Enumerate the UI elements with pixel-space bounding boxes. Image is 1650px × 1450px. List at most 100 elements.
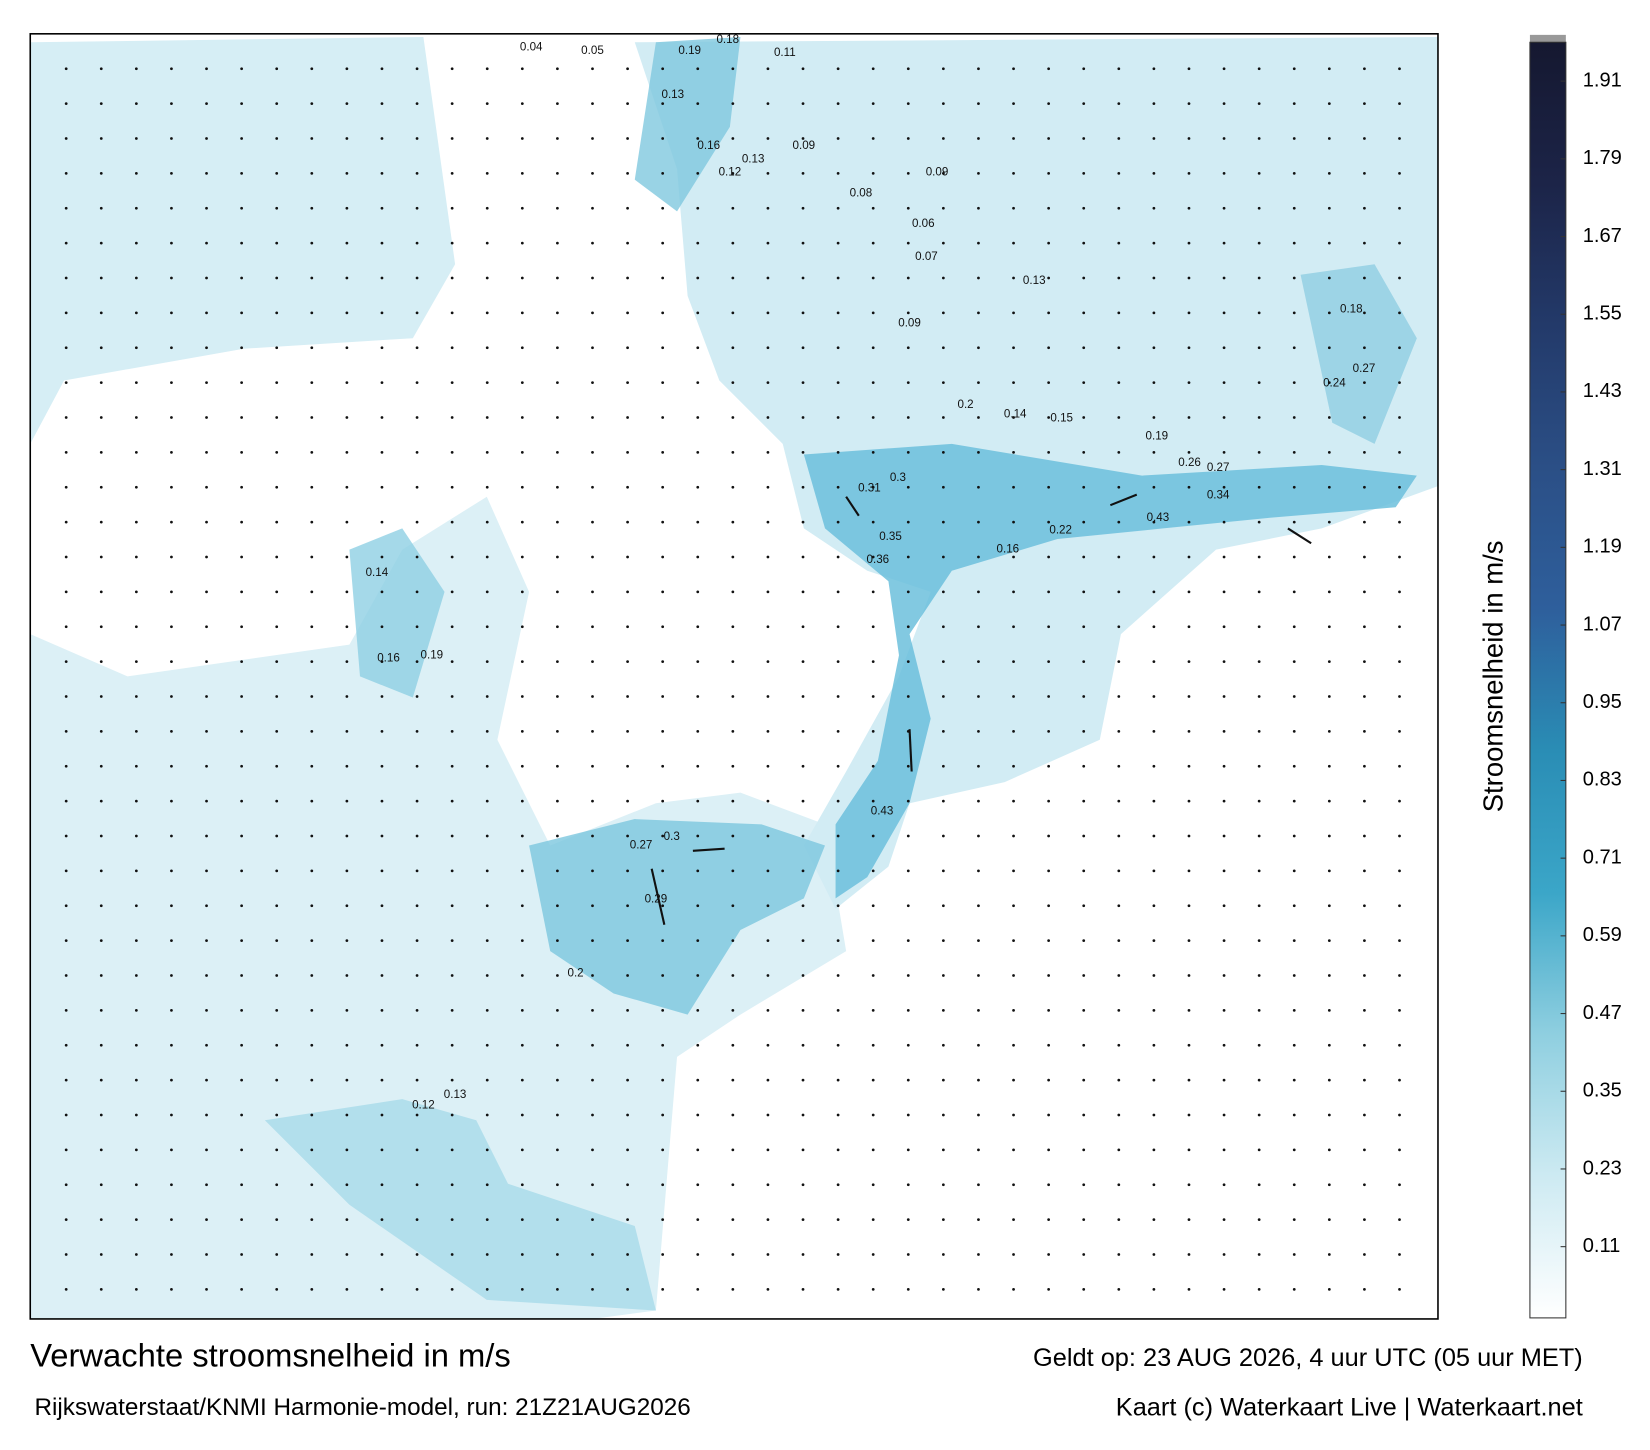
grid-dot	[415, 450, 419, 454]
map-frame	[29, 33, 1439, 1320]
grid-dot	[450, 799, 454, 803]
grid-dot	[1292, 276, 1296, 280]
grid-dot	[485, 869, 489, 873]
grid-dot	[310, 381, 314, 384]
grid-dot	[380, 625, 384, 629]
grid-dot	[1327, 799, 1331, 803]
grid-dot	[485, 590, 489, 594]
grid-dot	[1082, 67, 1086, 71]
grid-dot	[836, 520, 840, 524]
grid-dot	[275, 590, 279, 594]
grid-dot	[906, 416, 910, 419]
grid-dot	[1257, 1113, 1261, 1117]
grid-dot	[1222, 311, 1226, 315]
current-arrow	[692, 847, 725, 852]
grid-dot	[696, 1043, 700, 1047]
grid-dot	[801, 974, 805, 977]
grid-dot	[485, 1043, 489, 1047]
grid-dot	[766, 276, 770, 280]
grid-dot	[1152, 1078, 1156, 1082]
grid-dot	[1187, 695, 1191, 698]
grid-dot	[977, 450, 980, 454]
grid-dot	[1222, 1148, 1226, 1152]
grid-dot	[170, 799, 173, 803]
grid-dot	[731, 346, 735, 350]
grid-dot	[1082, 171, 1086, 175]
grid-dot	[626, 1287, 629, 1291]
grid-dot	[415, 1043, 419, 1047]
grid-dot	[415, 102, 419, 105]
grid-dot	[591, 1148, 594, 1152]
grid-dot	[345, 729, 349, 733]
grid-dot	[556, 1287, 559, 1291]
grid-dot	[556, 1043, 559, 1047]
grid-dot	[801, 102, 805, 105]
grid-dot	[556, 311, 559, 315]
grid-dot	[626, 904, 629, 908]
grid-dot	[275, 555, 279, 559]
grid-dot	[801, 904, 805, 908]
grid-dot	[1187, 241, 1191, 245]
grid-dot	[134, 276, 138, 280]
grid-dot	[941, 695, 945, 698]
grid-dot	[1327, 1218, 1331, 1221]
grid-dot	[520, 311, 524, 315]
grid-dot	[64, 311, 68, 315]
grid-dot	[1257, 695, 1261, 698]
grid-dot	[134, 206, 138, 210]
grid-dot	[1398, 346, 1401, 350]
grid-dot	[906, 171, 910, 175]
grid-dot	[415, 799, 419, 803]
grid-dot	[1398, 485, 1401, 489]
grid-dot	[731, 1043, 735, 1047]
grid-dot	[415, 311, 419, 315]
grid-dot	[836, 555, 840, 559]
grid-dot	[836, 939, 840, 942]
colorbar-tick-label: 1.67	[1583, 225, 1622, 247]
grid-dot	[977, 67, 980, 71]
grid-dot	[1257, 137, 1261, 140]
grid-dot	[766, 241, 770, 245]
grid-dot	[941, 276, 945, 280]
grid-dot	[766, 450, 770, 454]
grid-dot	[941, 137, 945, 140]
grid-dot	[1082, 416, 1086, 419]
grid-dot	[591, 799, 594, 803]
grid-dot	[1117, 137, 1121, 140]
grid-dot	[1222, 869, 1226, 873]
grid-dot	[345, 834, 349, 838]
grid-dot	[1257, 590, 1261, 594]
grid-dot	[1082, 625, 1086, 629]
grid-dot	[275, 485, 279, 489]
grid-dot	[485, 450, 489, 454]
grid-dot	[1152, 1043, 1156, 1047]
grid-dot	[626, 729, 629, 733]
grid-dot	[836, 660, 840, 663]
grid-dot	[310, 904, 314, 908]
grid-dot	[485, 381, 489, 384]
speed-label: 0.26	[1178, 456, 1201, 469]
grid-dot	[1363, 729, 1366, 733]
grid-dot	[906, 1287, 910, 1291]
grid-dot	[801, 555, 805, 559]
grid-dot	[661, 171, 665, 175]
grid-dot	[1117, 346, 1121, 350]
grid-dot	[766, 171, 770, 175]
grid-dot	[1117, 1287, 1121, 1291]
grid-dot	[1398, 1078, 1401, 1082]
grid-dot	[1292, 102, 1296, 105]
water-fast	[1300, 264, 1417, 444]
grid-dot	[1082, 1113, 1086, 1117]
grid-dot	[836, 1253, 840, 1256]
speed-label: 0.08	[850, 186, 873, 199]
grid-dot	[1222, 102, 1226, 105]
grid-dot	[310, 939, 314, 942]
grid-dot	[1222, 660, 1226, 663]
grid-dot	[64, 1043, 68, 1047]
grid-dot	[906, 311, 910, 315]
colorbar-tick-label: 1.19	[1583, 536, 1622, 558]
grid-dot	[205, 1008, 208, 1012]
grid-dot	[1047, 729, 1051, 733]
grid-dot	[485, 1287, 489, 1291]
grid-dot	[591, 346, 594, 350]
